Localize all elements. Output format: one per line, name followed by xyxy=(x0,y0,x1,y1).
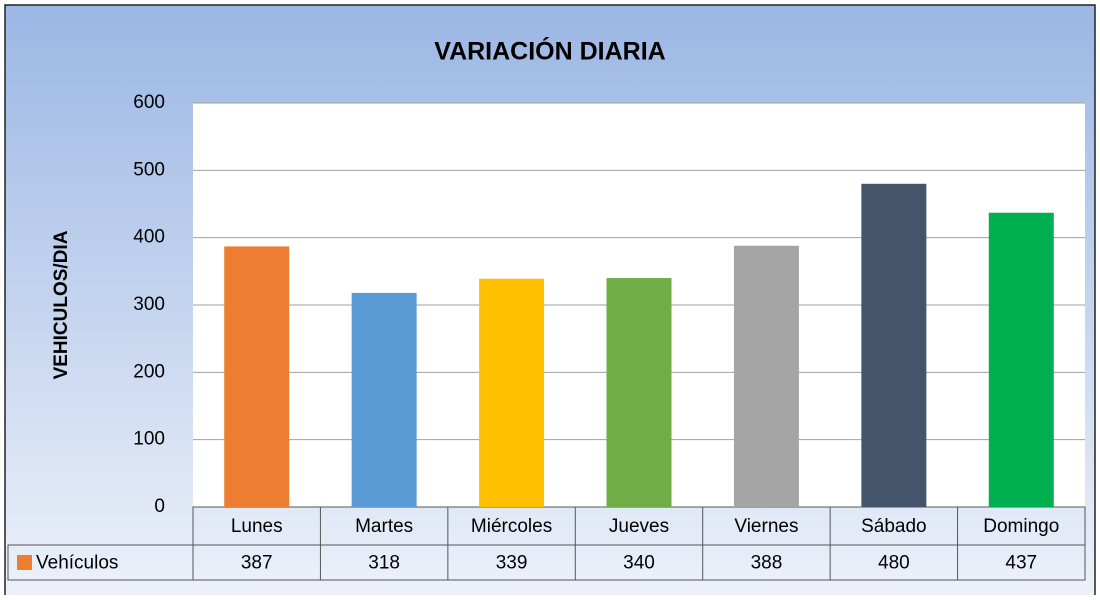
y-axis-label: VEHICULOS/DIA xyxy=(51,230,72,379)
table-value: 387 xyxy=(241,553,273,574)
y-tick-label: 0 xyxy=(154,496,165,517)
bar xyxy=(479,278,545,507)
x-tick-label: Martes xyxy=(355,516,413,537)
x-tick-label: Sábado xyxy=(861,516,927,537)
bar xyxy=(606,278,672,507)
table-value: 437 xyxy=(1005,553,1037,574)
y-tick-label: 100 xyxy=(133,429,165,450)
table-border xyxy=(7,544,1086,581)
y-tick-label: 600 xyxy=(133,92,165,113)
bar xyxy=(988,212,1054,507)
bar xyxy=(861,183,927,508)
chart-title: VARIACIÓN DIARIA xyxy=(434,36,665,66)
x-tick-label: Domingo xyxy=(983,516,1059,537)
table-value: 318 xyxy=(368,553,400,574)
bar xyxy=(733,245,799,507)
y-tick-label: 400 xyxy=(133,227,165,248)
y-tick-label: 200 xyxy=(133,361,165,382)
x-tick-label: Viernes xyxy=(734,516,798,537)
legend-marker xyxy=(17,555,32,570)
table-value: 340 xyxy=(623,553,655,574)
bar xyxy=(351,292,417,507)
y-tick-label: 500 xyxy=(133,159,165,180)
table-value: 480 xyxy=(878,553,910,574)
table-value: 388 xyxy=(751,553,783,574)
table-value: 339 xyxy=(496,553,528,574)
x-tick-label: Miércoles xyxy=(471,516,552,537)
bar xyxy=(224,246,290,508)
x-tick-label: Jueves xyxy=(609,516,669,537)
x-tick-label: Lunes xyxy=(231,516,283,537)
y-tick-label: 300 xyxy=(133,294,165,315)
legend-label: Vehículos xyxy=(36,553,118,574)
